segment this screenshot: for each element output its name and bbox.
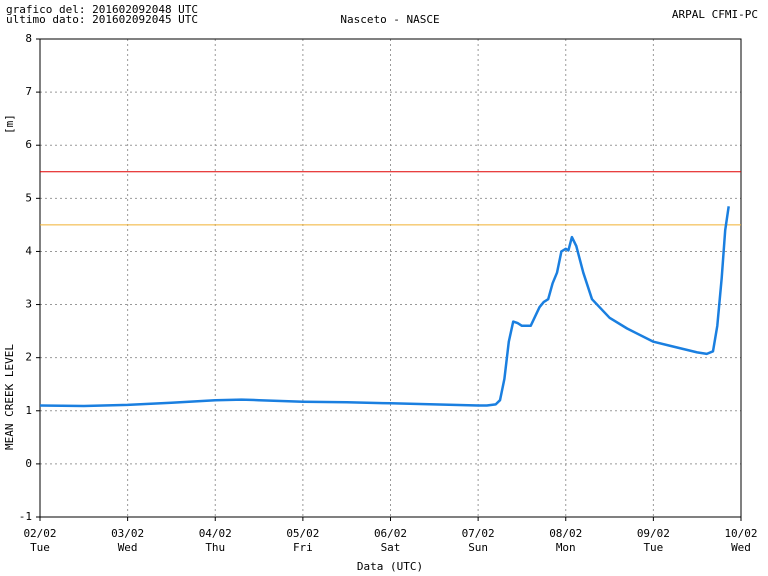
y-tick-label: 6: [25, 138, 32, 151]
header-left: grafico del: 201602092048 UTC: [6, 3, 198, 16]
x-tick-label: 03/02: [111, 527, 144, 540]
header-right: ARPAL CFMI-PC: [672, 8, 758, 21]
x-tick-day: Sun: [468, 541, 488, 554]
x-tick-label: 04/02: [199, 527, 232, 540]
x-tick-day: Wed: [731, 541, 751, 554]
x-tick-day: Thu: [205, 541, 225, 554]
plot-frame: [39, 38, 742, 518]
x-axis-label: Data (UTC): [357, 560, 423, 573]
data-line: [39, 206, 730, 408]
x-tick-label: 06/02: [374, 527, 407, 540]
y-tick-label: 5: [25, 191, 32, 204]
x-tick-label: 08/02: [549, 527, 582, 540]
header-left: ultimo dato: 201602092045 UTC: [6, 13, 198, 26]
x-tick-label: 02/02: [23, 527, 56, 540]
x-tick-label: 05/02: [286, 527, 319, 540]
x-tick-label: 09/02: [637, 527, 670, 540]
y-axis-label: MEAN CREEK LEVEL: [3, 344, 16, 450]
x-tick-day: Sat: [381, 541, 401, 554]
y-tick-label: 3: [25, 298, 32, 311]
y-tick-label: 1: [25, 404, 32, 417]
chart-title: Nasceto - NASCE: [340, 13, 439, 26]
y-axis-unit: [m]: [3, 114, 16, 134]
y-tick-label: -1: [19, 510, 32, 523]
x-tick-day: Tue: [30, 541, 50, 554]
x-tick-day: Wed: [118, 541, 138, 554]
x-tick-label: 10/02: [724, 527, 757, 540]
y-tick-label: 0: [25, 457, 32, 470]
x-tick-label: 07/02: [462, 527, 495, 540]
y-tick-label: 4: [25, 244, 32, 257]
y-tick-label: 2: [25, 351, 32, 364]
y-tick-label: 8: [25, 32, 32, 45]
x-tick-day: Mon: [556, 541, 576, 554]
y-tick-label: 7: [25, 85, 32, 98]
x-tick-day: Tue: [643, 541, 663, 554]
x-tick-day: Fri: [293, 541, 313, 554]
